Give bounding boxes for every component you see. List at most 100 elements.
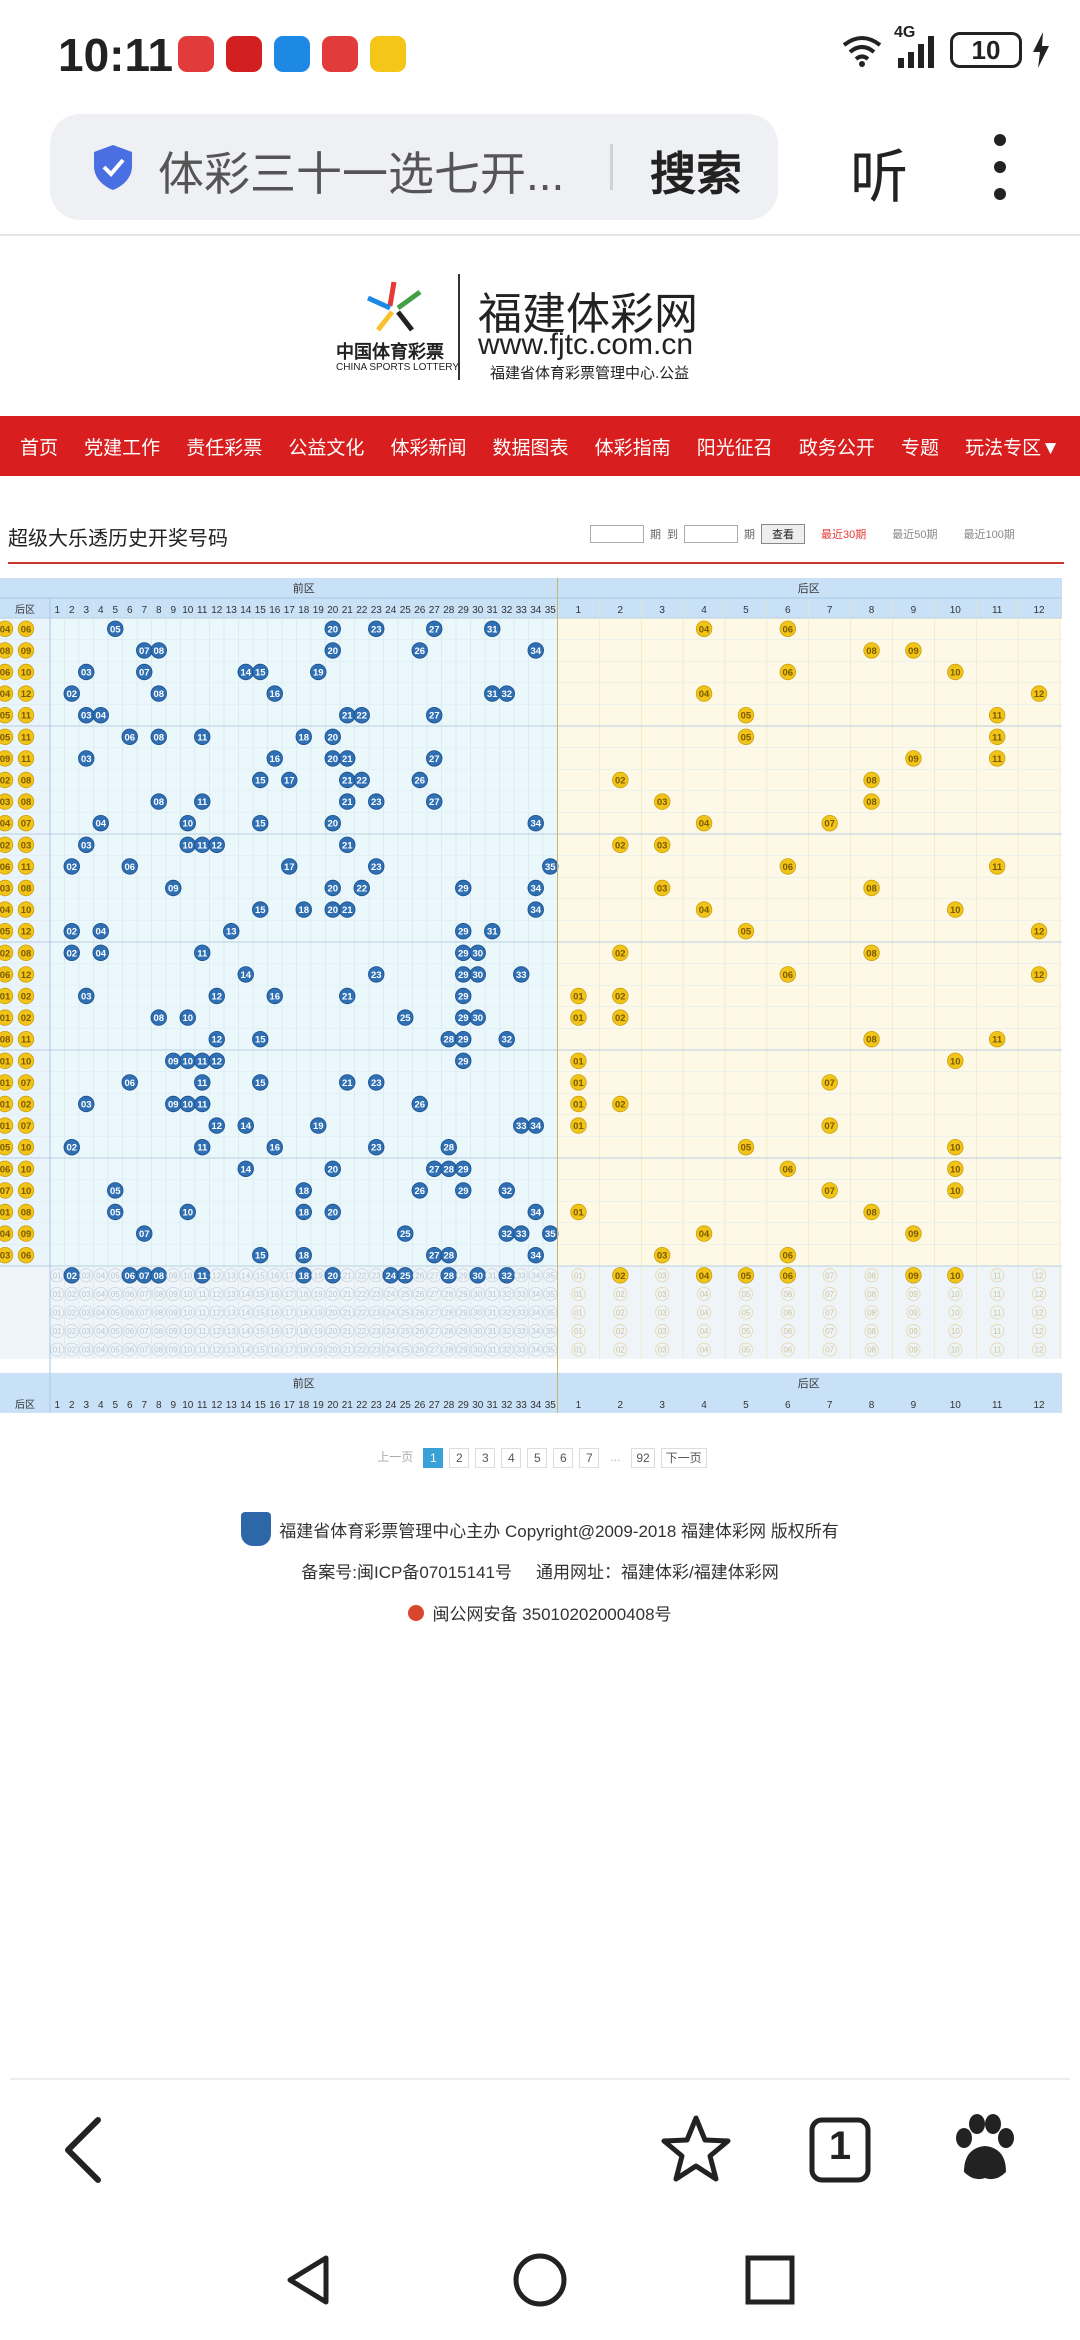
nav-item[interactable]: 数据图表	[492, 437, 569, 459]
address-bar[interactable]: 体彩三十一选七开... 搜索	[50, 114, 778, 220]
svg-text:02: 02	[615, 992, 626, 1003]
left-back-ball: 06	[0, 966, 14, 983]
front-ball: 29	[455, 1009, 472, 1026]
nav-item[interactable]: 体彩指南	[594, 437, 671, 459]
nav-item[interactable]: 党建工作	[84, 437, 161, 459]
column-number: 26	[414, 605, 426, 616]
column-number: 32	[501, 1400, 513, 1411]
more-menu-icon[interactable]	[990, 134, 1010, 204]
stat-empty-cell	[1032, 1268, 1047, 1283]
left-back-ball: 05	[0, 1139, 14, 1156]
page-link[interactable]: 7	[579, 1448, 600, 1468]
next-page-link[interactable]: 下一页	[660, 1448, 707, 1468]
nav-item[interactable]: 责任彩票	[186, 437, 263, 459]
view-button[interactable]: 查看	[761, 524, 805, 544]
svg-text:09: 09	[0, 754, 10, 765]
stat-cell-number: 10	[951, 1308, 960, 1317]
page-link[interactable]: 3	[475, 1448, 496, 1468]
back-ball: 03	[653, 1247, 671, 1264]
svg-text:29: 29	[458, 1035, 469, 1046]
stat-empty-cell	[427, 1286, 442, 1301]
baidu-paw-icon[interactable]	[944, 2110, 1024, 2190]
column-number: 32	[501, 605, 513, 616]
svg-text:10: 10	[182, 819, 193, 830]
stat-cell-number: 09	[909, 1327, 918, 1336]
stat-cell-number: 03	[82, 1327, 91, 1336]
listen-button[interactable]: 听	[850, 145, 909, 210]
nav-item[interactable]: 玩法专区▼	[965, 437, 1060, 459]
svg-text:06: 06	[783, 1251, 794, 1262]
end-period-input[interactable]	[684, 525, 738, 543]
recent-100-link[interactable]: 最近100期	[963, 529, 1015, 541]
svg-text:24: 24	[385, 1271, 396, 1282]
bookmark-star-icon[interactable]	[656, 2110, 736, 2190]
left-back-ball: 08	[0, 642, 14, 659]
stat-cell-number: 28	[444, 1327, 453, 1336]
left-back-ball: 04	[0, 815, 14, 832]
svg-text:10: 10	[21, 1056, 32, 1067]
stat-empty-cell	[296, 1324, 311, 1339]
front-ball: 08	[150, 642, 167, 659]
stat-empty-cell	[108, 1286, 123, 1301]
stat-empty-cell	[864, 1342, 879, 1357]
nav-item[interactable]: 政务公开	[798, 437, 875, 459]
stat-cell-number: 35	[546, 1271, 555, 1280]
svg-text:29: 29	[458, 884, 469, 895]
recent-50-link[interactable]: 最近50期	[892, 529, 938, 541]
svg-text:06: 06	[0, 668, 10, 679]
page-link[interactable]: 1	[423, 1448, 444, 1468]
front-ball: 02	[63, 923, 80, 940]
back-ball: 02	[612, 944, 629, 962]
back-ball: 07	[821, 1074, 838, 1091]
back-ball: 05	[737, 923, 755, 940]
stat-empty-cell	[780, 1305, 795, 1320]
icp-text[interactable]: 备案号:闽ICP备07015141号	[301, 1563, 512, 1582]
stat-empty-cell	[383, 1324, 398, 1339]
search-button[interactable]: 搜索	[650, 148, 742, 200]
stat-cell-number: 24	[386, 1308, 395, 1317]
prev-page-link[interactable]: 上一页	[373, 1448, 418, 1468]
back-arrow-icon[interactable]	[46, 2110, 126, 2190]
page-link[interactable]: 4	[501, 1448, 522, 1468]
nav-item[interactable]: 公益文化	[288, 437, 365, 459]
stat-empty-cell	[137, 1286, 152, 1301]
front-ball: 02	[63, 685, 80, 702]
system-back-icon[interactable]	[278, 2250, 338, 2310]
system-recents-icon[interactable]	[740, 2250, 800, 2310]
page-link[interactable]: 6	[553, 1448, 574, 1468]
stat-empty-cell	[296, 1286, 311, 1301]
svg-text:16: 16	[269, 754, 280, 765]
address-text[interactable]: 体彩三十一选七开...	[158, 148, 565, 200]
stat-empty-cell	[383, 1342, 398, 1357]
svg-text:03: 03	[0, 1251, 10, 1262]
svg-text:30: 30	[472, 1271, 483, 1282]
stat-empty-cell	[296, 1342, 311, 1357]
page-link[interactable]: 5	[527, 1448, 548, 1468]
page-link[interactable]: 92	[631, 1448, 655, 1468]
page-link[interactable]: 2	[449, 1448, 470, 1468]
system-home-icon[interactable]	[510, 2250, 570, 2310]
recent-30-link[interactable]: 最近30期	[821, 529, 867, 541]
stat-cell-number: 28	[444, 1308, 453, 1317]
svg-text:26: 26	[414, 646, 425, 657]
stat-front-ball: 28	[440, 1267, 457, 1284]
stat-cell-number: 12	[1035, 1271, 1044, 1280]
police-record-text[interactable]: 闽公网安备 35010202000408号	[432, 1605, 672, 1624]
site-logo[interactable]: 中国体育彩票 CHINA SPORTS LOTTERY 福建体彩网 www.fj…	[330, 270, 750, 390]
stat-cell-number: 16	[270, 1327, 279, 1336]
back-ball: 01	[570, 1052, 587, 1070]
stat-empty-cell	[470, 1286, 485, 1301]
left-back-ball: 03	[0, 793, 14, 810]
status-time: 10:11	[58, 29, 174, 81]
column-number: 6	[127, 605, 133, 616]
svg-text:22: 22	[356, 776, 367, 787]
stat-empty-cell	[822, 1286, 837, 1301]
tabs-button[interactable]: 1	[800, 2110, 880, 2190]
nav-item[interactable]: 阳光征召	[696, 437, 773, 459]
nav-item[interactable]: 首页	[20, 437, 59, 459]
start-period-input[interactable]	[590, 525, 644, 543]
front-ball: 20	[324, 750, 341, 767]
nav-item[interactable]: 专题	[900, 437, 939, 459]
nav-item[interactable]: 体彩新闻	[390, 437, 467, 459]
front-ball: 08	[150, 685, 167, 702]
